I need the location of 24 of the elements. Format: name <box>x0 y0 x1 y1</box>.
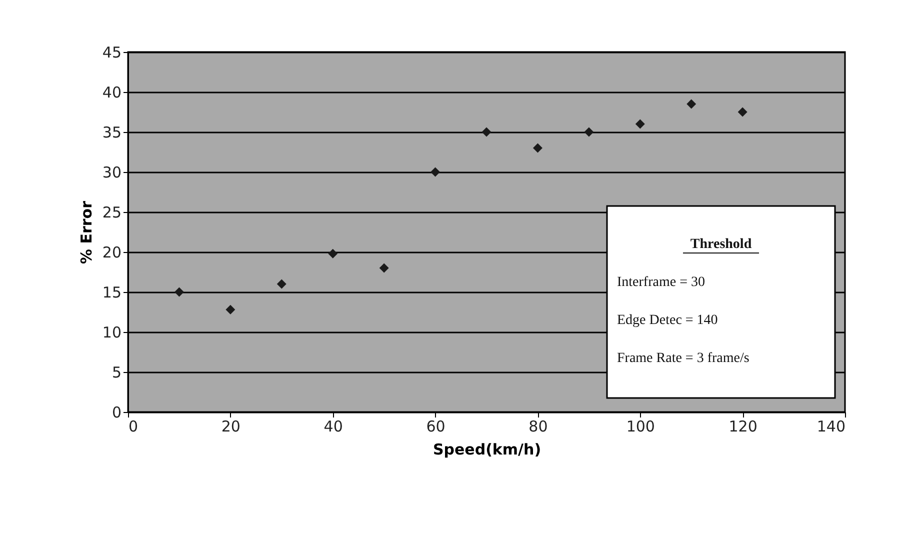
x-tick-label: 140 <box>816 418 846 436</box>
y-tick-label: 40 <box>102 84 122 102</box>
annotation: Interframe = 30 <box>617 275 705 290</box>
x-tick-label: 60 <box>426 418 446 436</box>
annotation: Edge Detec = 140 <box>617 313 718 328</box>
y-tick-label: 5 <box>112 364 122 382</box>
x-tick-label: 80 <box>528 418 548 436</box>
x-tick-label: 20 <box>221 418 240 436</box>
x-tick-label: 100 <box>626 418 655 436</box>
y-tick-label: 25 <box>102 204 122 222</box>
y-tick-label: 10 <box>102 324 122 342</box>
y-tick-label: 0 <box>112 404 122 422</box>
y-axis-title: % Error <box>77 200 96 264</box>
x-axis-title: Speed(km/h) <box>432 440 542 458</box>
y-tick-label: 15 <box>102 284 122 302</box>
y-tick-label: 45 <box>102 44 122 62</box>
x-tick-label: 40 <box>324 418 343 436</box>
annotation: Threshold <box>690 237 752 252</box>
x-tick-label: 0 <box>128 418 138 436</box>
y-tick-label: 30 <box>102 164 122 182</box>
y-tick-label: 20 <box>102 244 122 262</box>
x-tick-label: 120 <box>728 418 758 436</box>
y-tick-label: 35 <box>102 124 122 142</box>
annotation: Frame Rate = 3 frame/s <box>617 351 750 366</box>
